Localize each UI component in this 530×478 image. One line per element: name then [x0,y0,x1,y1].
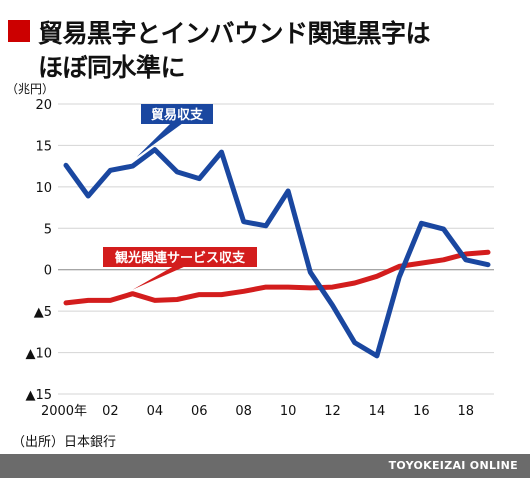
x-tick-label: 12 [324,404,341,419]
tourism-balance-line [63,249,491,306]
x-tick-labels: 2000年 02 04 06 08 10 12 14 16 18 [41,404,474,419]
series-label: 観光関連サービス収支 [114,250,246,266]
x-tick-label: 10 [280,404,297,419]
callout-pointer [136,123,183,158]
x-tick-label: 06 [191,404,208,419]
x-tick-label: 2000年 [41,404,87,419]
callout-box [141,104,213,124]
y-tick-label: 0 [44,264,52,279]
trade-balance-callout: 貿易収支 [136,104,213,158]
x-tick-label: 08 [235,404,252,419]
footer-brand: TOYOKEIZAI ONLINE [0,454,530,478]
y-tick-label: 15 [35,139,52,154]
series-lines [63,147,491,359]
tourism-balance-callout: 観光関連サービス収支 [103,247,257,290]
callout-pointer [132,266,186,290]
y-unit-label: （兆円） [6,82,54,96]
x-tick-label: 04 [147,404,164,419]
title-line-1: 貿易黒字とインバウンド関連黒字は [38,19,431,48]
y-tick-label: 5 [44,222,52,237]
title-line-2: ほぼ同水準に [38,53,186,82]
x-tick-label: 02 [102,404,119,419]
y-tick-label: ▲15 [25,388,52,403]
callout-box [103,247,257,267]
trade-balance-line [63,147,491,359]
x-tick-label: 16 [413,404,430,419]
title-marker [8,20,30,42]
y-tick-label: 10 [35,181,52,196]
y-tick-label: ▲5 [34,305,52,320]
series-label: 貿易収支 [151,107,204,123]
source-note: （出所）日本銀行 [12,435,117,450]
y-tick-label: ▲10 [25,347,52,362]
x-tick-label: 14 [369,404,386,419]
y-tick-label: 20 [35,98,52,113]
x-tick-label: 18 [458,404,475,419]
gridlines [58,103,494,395]
y-tick-labels: 20 15 10 5 0 ▲5 ▲10 ▲15 [25,98,52,403]
line-chart: （兆円） 20 15 10 5 0 ▲5 ▲10 ▲15 2000年 02 04 06 08 10 12 1… [6,82,494,419]
